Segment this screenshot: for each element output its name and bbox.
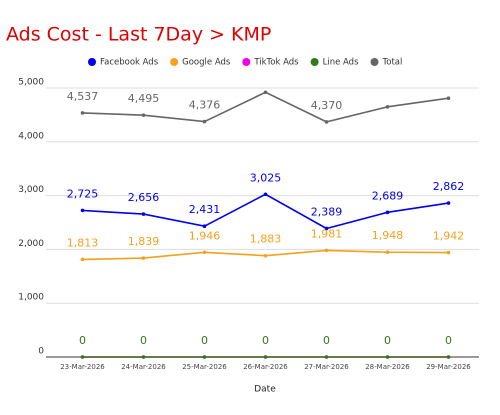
data-label: 2,689 [372, 189, 404, 202]
legend-swatch [310, 58, 319, 66]
data-label: 1,813 [67, 236, 99, 249]
data-label: 0 [140, 334, 147, 347]
legend-label: Total [382, 58, 403, 68]
series-point [446, 250, 451, 255]
series-point [263, 253, 268, 258]
data-label: 2,725 [67, 187, 99, 200]
y-tick-label: 0 [38, 347, 44, 357]
series-point [263, 355, 268, 359]
data-label: 2,656 [128, 191, 160, 204]
series-point [80, 111, 85, 115]
legend-label: TikTok Ads [253, 58, 299, 68]
legend-swatch [242, 58, 251, 66]
x-axis-title: Date [254, 385, 276, 395]
legend-label: Facebook Ads [100, 58, 159, 68]
series-point [202, 119, 207, 124]
data-label: 4,370 [311, 99, 343, 112]
x-tick-label: 25-Mar-2026 [182, 363, 227, 371]
y-tick-label: 2,000 [18, 239, 44, 249]
x-tick-label: 24-Mar-2026 [121, 363, 166, 371]
data-label: 1,948 [372, 229, 404, 242]
series-point [80, 355, 85, 359]
series-point [202, 224, 207, 229]
series-point [446, 96, 451, 101]
series-point [141, 113, 146, 117]
legend-swatch [370, 58, 379, 66]
data-label: 4,376 [189, 99, 221, 112]
x-tick-label: 28-Mar-2026 [365, 363, 410, 371]
legend-label: Google Ads [182, 58, 231, 68]
legend-swatch [88, 58, 96, 66]
y-tick-label: 5,000 [18, 78, 44, 88]
x-tick-label: 29-Mar-2026 [426, 363, 471, 371]
series-point [263, 90, 268, 95]
series-point [80, 208, 85, 213]
series-point [324, 120, 329, 124]
series-point [385, 210, 390, 215]
series-point [263, 192, 268, 197]
series-point [385, 355, 390, 359]
data-label: 1,839 [128, 235, 160, 248]
series-point [141, 355, 146, 359]
y-tick-label: 3,000 [18, 185, 44, 195]
data-label: 2,862 [433, 180, 465, 193]
series-point [141, 256, 146, 260]
y-tick-label: 1,000 [18, 293, 44, 303]
data-label: 4,537 [67, 90, 99, 103]
data-label: 1,883 [250, 233, 282, 246]
x-tick-label: 26-Mar-2026 [243, 363, 288, 371]
legend-label: Line Ads [323, 58, 359, 68]
data-label: 1,981 [311, 227, 343, 240]
data-label: 1,946 [189, 229, 221, 242]
x-tick-label: 27-Mar-2026 [304, 363, 349, 371]
data-label: 0 [201, 334, 208, 347]
y-tick-label: 4,000 [18, 131, 44, 141]
data-label: 3,025 [250, 171, 282, 184]
series-point [446, 201, 451, 205]
series-point [385, 250, 390, 254]
series-point [324, 226, 329, 231]
legend-swatch [170, 58, 179, 66]
data-label: 0 [384, 334, 391, 347]
series-point [324, 355, 329, 359]
data-label: 0 [79, 334, 86, 347]
data-label: 2,431 [189, 203, 221, 216]
series-point [202, 250, 207, 255]
data-label: 0 [323, 334, 330, 347]
x-tick-label: 23-Mar-2026 [60, 363, 105, 371]
data-label: 4,495 [128, 92, 160, 105]
data-label: 1,942 [433, 230, 465, 243]
series-point [141, 212, 146, 216]
series-point [446, 355, 451, 359]
series-point [80, 257, 85, 262]
data-label: 0 [262, 334, 269, 347]
series-point [324, 248, 329, 253]
data-label: 0 [445, 334, 452, 347]
series-point [385, 105, 390, 109]
chart-title: Ads Cost - Last 7Day > KMP [6, 24, 271, 46]
data-label: 2,389 [311, 205, 343, 218]
series-point [202, 355, 207, 359]
